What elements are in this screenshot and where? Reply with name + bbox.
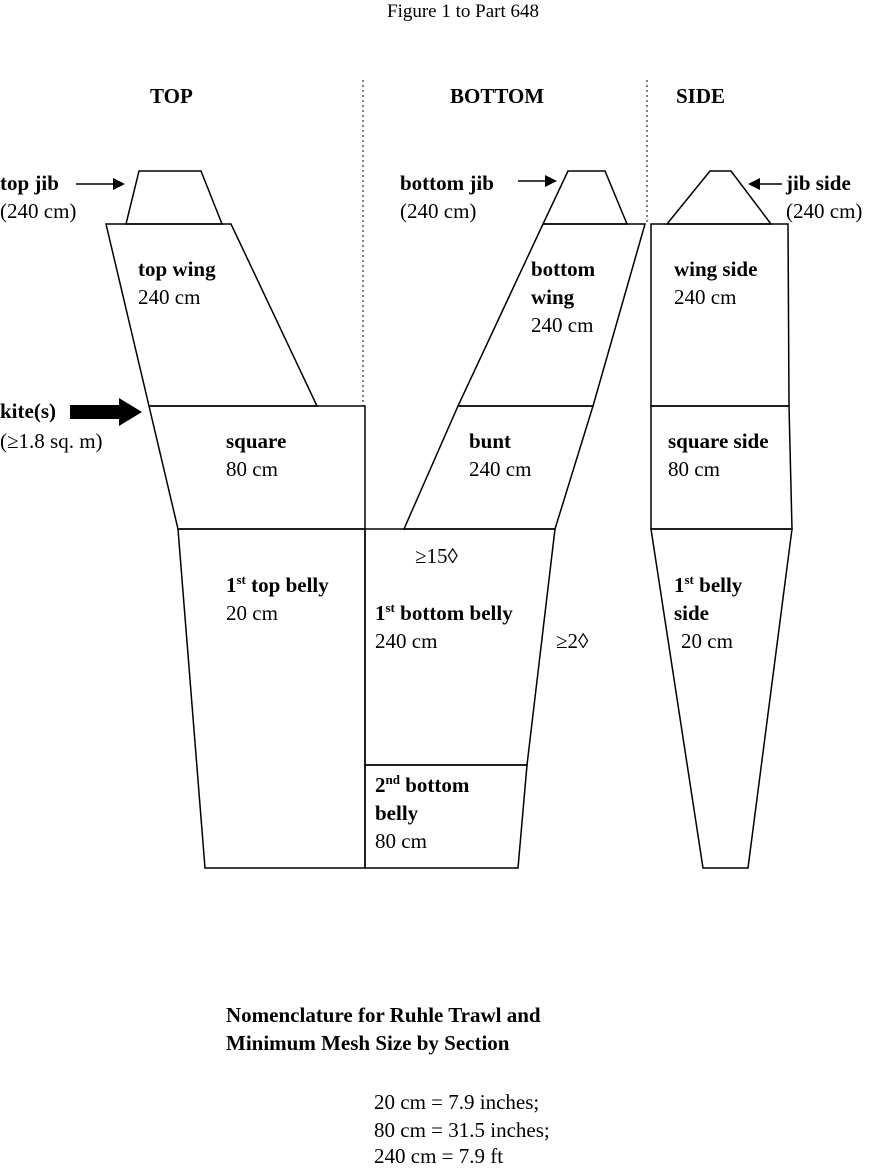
header-side: SIDE — [676, 84, 726, 108]
conversion-20cm: 20 cm = 7.9 inches; — [374, 1090, 540, 1114]
kites-label: kite(s) — [0, 399, 56, 423]
first-top-belly-suffix: st — [236, 572, 246, 587]
bottom-jib-arrow-head — [545, 175, 557, 187]
bottom-jib-panel — [541, 170, 629, 225]
conversion-240cm: 240 cm = 7.9 ft — [374, 1144, 504, 1168]
mesh-count-15: ≥15◊ — [415, 544, 458, 568]
first-bottom-belly-label: 1st bottom belly — [375, 599, 513, 627]
caption-line-2: Minimum Mesh Size by Section — [226, 1031, 510, 1055]
top-jib-arrow-head — [113, 178, 125, 190]
first-top-belly-name: top belly — [245, 573, 329, 597]
figure-title: Figure 1 to Part 648 — [387, 1, 539, 22]
wing-side-label: wing side — [674, 257, 758, 281]
header-top: TOP — [150, 84, 193, 108]
second-bottom-belly-label-2: belly — [375, 801, 419, 825]
kite-arrow — [70, 398, 142, 426]
first-belly-side-panel — [650, 528, 793, 869]
top-jib-size: (240 cm) — [0, 199, 77, 223]
bunt-label: bunt — [469, 429, 512, 453]
first-bottom-belly-suffix: st — [385, 600, 395, 615]
second-bottom-belly-mesh: 80 cm — [375, 829, 427, 853]
second-bottom-belly-label-1: 2nd bottom — [375, 771, 469, 799]
bunt-mesh: 240 cm — [469, 457, 532, 481]
mesh-count-2: ≥2◊ — [556, 629, 589, 653]
first-belly-side-suffix: st — [684, 572, 694, 587]
second-bottom-belly-panel — [364, 764, 528, 869]
first-bottom-belly-mesh: 240 cm — [375, 629, 438, 653]
bottom-jib-size: (240 cm) — [400, 199, 477, 223]
kites-size: (≥1.8 sq. m) — [0, 429, 103, 453]
first-top-belly-label: 1st top belly — [226, 571, 329, 599]
second-bottom-belly-ordinal: 2 — [375, 773, 386, 797]
first-bottom-belly-ordinal: 1 — [375, 601, 386, 625]
first-top-belly-mesh: 20 cm — [226, 601, 278, 625]
first-belly-side-name: belly — [693, 573, 743, 597]
square-side-label: square side — [668, 429, 769, 453]
bottom-wing-label-1: bottom — [531, 257, 596, 281]
bottom-wing-label-2: wing — [531, 285, 575, 309]
first-top-belly-ordinal: 1 — [226, 573, 237, 597]
top-jib-panel — [125, 170, 224, 225]
top-wing-panel — [105, 223, 319, 407]
first-belly-side-mesh: 20 cm — [681, 629, 733, 653]
second-bottom-belly-suffix: nd — [385, 772, 400, 787]
first-belly-side-label-1: 1st belly — [674, 571, 742, 599]
top-jib-label: top jib — [0, 171, 59, 195]
square-label: square — [226, 429, 287, 453]
jib-side-size: (240 cm) — [786, 199, 863, 223]
bottom-wing-mesh: 240 cm — [531, 313, 594, 337]
first-belly-side-label-2: side — [674, 601, 710, 625]
jib-side-label: jib side — [786, 171, 851, 195]
top-wing-mesh: 240 cm — [138, 285, 201, 309]
jib-side-panel — [665, 170, 773, 225]
square-mesh: 80 cm — [226, 457, 278, 481]
bottom-jib-label: bottom jib — [400, 171, 494, 195]
caption-line-1: Nomenclature for Ruhle Trawl and — [226, 1003, 541, 1027]
header-bottom: BOTTOM — [450, 84, 545, 108]
first-belly-side-ordinal: 1 — [674, 573, 685, 597]
conversion-80cm: 80 cm = 31.5 inches; — [374, 1118, 550, 1142]
wing-side-panel — [650, 223, 790, 407]
second-bottom-belly-name: bottom — [399, 773, 470, 797]
square-side-mesh: 80 cm — [668, 457, 720, 481]
wing-side-mesh: 240 cm — [674, 285, 737, 309]
top-wing-label: top wing — [138, 257, 216, 281]
jib-side-arrow-head — [748, 178, 760, 190]
first-bottom-belly-name: bottom belly — [394, 601, 513, 625]
